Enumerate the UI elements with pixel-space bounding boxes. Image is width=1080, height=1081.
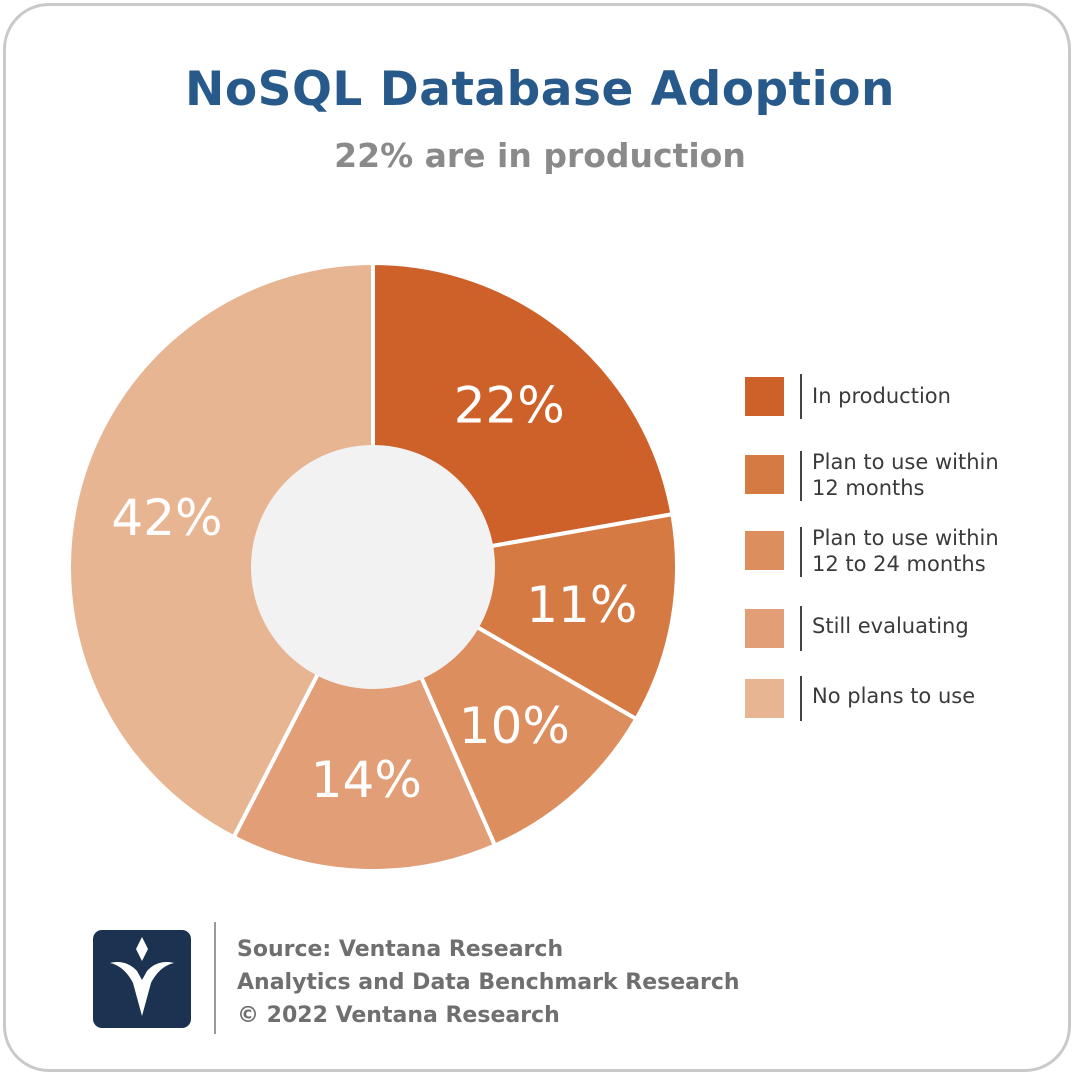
footer-source: Source: Ventana Research: [237, 937, 564, 962]
slice-no-plans: [67, 260, 375, 840]
slice-label-no-plans: 42%: [111, 489, 222, 547]
legend-label: Plan to use within 12 to 24 months: [812, 526, 999, 576]
legend-label: Still evaluating: [812, 614, 969, 638]
legend-divider: [800, 527, 802, 577]
legend-swatch: [745, 455, 784, 494]
slice-label-in-production: 22%: [454, 377, 565, 435]
footer-study: Analytics and Data Benchmark Research: [237, 970, 740, 995]
footer-divider: [214, 922, 216, 1034]
footer-credits: Source: Ventana Research Analytics and D…: [237, 933, 740, 1032]
slice-label-plan-12-months: 11%: [526, 576, 637, 634]
slice-label-still-evaluating: 14%: [311, 751, 422, 809]
footer-copyright: © 2022 Ventana Research: [237, 1003, 560, 1028]
slice-still-evaluating: [231, 562, 498, 873]
donut-hole: [251, 445, 495, 689]
legend-divider: [800, 606, 802, 651]
ventana-logo: [93, 930, 191, 1028]
legend-divider: [800, 451, 802, 501]
chart-title: NoSQL Database Adoption: [184, 62, 895, 117]
legend-swatch: [745, 679, 784, 718]
chart-subtitle: 22% are in production: [334, 136, 746, 175]
legend-swatch: [745, 531, 784, 570]
legend-swatch: [745, 609, 784, 648]
slice-label-plan-12-24-months: 10%: [459, 697, 570, 755]
slice-labels: 22% 11% 10% 14% 42%: [111, 377, 637, 809]
legend-label: In production: [812, 384, 951, 408]
legend-divider: [800, 676, 802, 721]
ventana-v-icon: [110, 937, 174, 1016]
legend-label: No plans to use: [812, 684, 976, 708]
legend-label: Plan to use within 12 months: [812, 450, 999, 500]
legend-divider: [800, 374, 802, 419]
legend-swatch: [745, 377, 784, 416]
